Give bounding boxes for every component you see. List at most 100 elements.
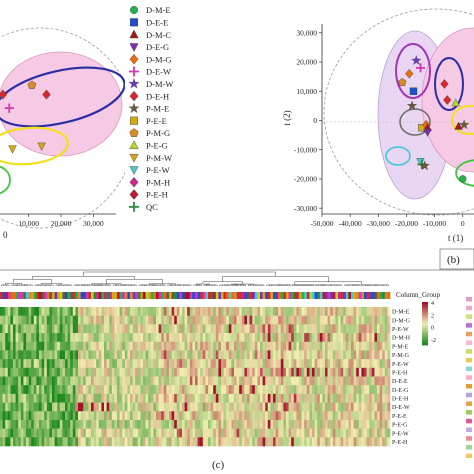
heatmap-cell (262, 393, 266, 403)
heatmap-cell (270, 419, 274, 429)
column-group-cell (239, 292, 243, 299)
heatmap-cell (278, 437, 282, 447)
heatmap-cell (127, 437, 131, 447)
heatmap-cell (369, 376, 373, 386)
heatmap-row-labels: D-M-ED-M-GP-E-WD-M-HP-M-EP-M-GP-E-WP-E-H… (392, 310, 411, 446)
heatmap-cell (0, 359, 3, 369)
heatmap-cell (23, 307, 27, 316)
heatmap-cell (46, 307, 50, 316)
heatmap-cell (231, 341, 235, 351)
column-group-cell (317, 292, 321, 299)
heatmap-cell (184, 367, 188, 377)
heatmap-cell (197, 402, 201, 412)
heatmap-cell (91, 341, 94, 351)
heatmap-cell (309, 376, 313, 386)
heatmap-cell (257, 428, 261, 438)
heatmap-cell (145, 385, 149, 395)
heatmap-cell (322, 411, 326, 421)
heatmap-cell (221, 324, 224, 334)
heatmap-cell (384, 393, 388, 403)
heatmap-cell (195, 402, 198, 412)
heatmap-cell (174, 359, 178, 369)
column-group-cell (59, 292, 63, 299)
heatmap-cell (317, 437, 321, 447)
heatmap-cell (244, 341, 248, 351)
heatmap-cell (301, 393, 305, 403)
heatmap-cell (70, 376, 74, 386)
heatmap-cell (184, 307, 188, 316)
heatmap-cell (283, 419, 287, 429)
legend-label: D-E-E (146, 18, 168, 28)
heatmap-cell (2, 359, 6, 369)
heatmap-cell (0, 341, 3, 351)
heatmap-cell (293, 350, 297, 360)
heatmap-cell (192, 367, 196, 377)
heatmap-cell (20, 393, 24, 403)
heatmap-cell (236, 341, 240, 351)
heatmap-cell (312, 341, 315, 351)
heatmap-cell (104, 376, 107, 386)
heatmap-cell (135, 359, 139, 369)
heatmap-cell (176, 437, 180, 447)
heatmap-cell (31, 437, 35, 447)
heatmap-cell (299, 376, 302, 386)
heatmap-cell (189, 428, 193, 438)
heatmap-cell (304, 324, 308, 334)
heatmap-cell (189, 393, 193, 403)
heatmap-cell (39, 437, 42, 447)
heatmap-cell (36, 367, 40, 377)
heatmap-cell (33, 385, 37, 395)
heatmap-cell (364, 393, 367, 403)
column-group-cell (52, 292, 55, 299)
heatmap-cell (41, 333, 45, 343)
heatmap-cell (182, 402, 185, 412)
heatmap-cell (340, 324, 344, 334)
heatmap-cell (384, 350, 388, 360)
heatmap-cell (192, 350, 196, 360)
heatmap-cell (231, 437, 235, 447)
heatmap-cell (228, 411, 232, 421)
panel-b-points (397, 55, 470, 183)
heatmap-cell (145, 428, 149, 438)
heatmap-cell (377, 341, 380, 351)
heatmap-cell (236, 402, 240, 412)
heatmap-cell (314, 428, 318, 438)
heatmap-cell (93, 341, 97, 351)
heatmap-cell (351, 350, 354, 360)
heatmap-cell (140, 324, 144, 334)
heatmap-cell (299, 419, 302, 429)
heatmap-cell (309, 411, 313, 421)
heatmap-cell (195, 385, 198, 395)
heatmap-cell (377, 419, 380, 429)
heatmap-cell (223, 437, 227, 447)
heatmap-cell (91, 411, 94, 421)
heatmap-cell (153, 324, 157, 334)
heatmap-cell (161, 359, 165, 369)
heatmap-cell (57, 324, 61, 334)
heatmap-cell (5, 359, 9, 369)
heatmap-cell (364, 376, 367, 386)
heatmap-cell (319, 419, 323, 429)
heatmap-cell (343, 393, 347, 403)
heatmap-cell (150, 307, 154, 316)
heatmap-cell (156, 385, 159, 395)
heatmap-cell (122, 376, 126, 386)
heatmap-cell (44, 307, 48, 316)
heatmap-cell (262, 402, 266, 412)
heatmap-cell (67, 350, 71, 360)
heatmap-cell (148, 393, 152, 403)
heatmap-cell (176, 411, 180, 421)
heatmap-cell (379, 428, 383, 438)
heatmap-cell (117, 341, 120, 351)
column-group-cell (111, 292, 115, 299)
heatmap-cell (309, 333, 313, 343)
column-group-cell (202, 292, 206, 299)
heatmap-cell (244, 307, 248, 316)
heatmap-cell (101, 350, 105, 360)
heatmap-cell (202, 341, 206, 351)
heatmap-cell (93, 402, 97, 412)
heatmap-cell (234, 367, 237, 377)
heatmap-cell (158, 402, 162, 412)
heatmap-cell (179, 393, 183, 403)
heatmap-cell (332, 350, 336, 360)
